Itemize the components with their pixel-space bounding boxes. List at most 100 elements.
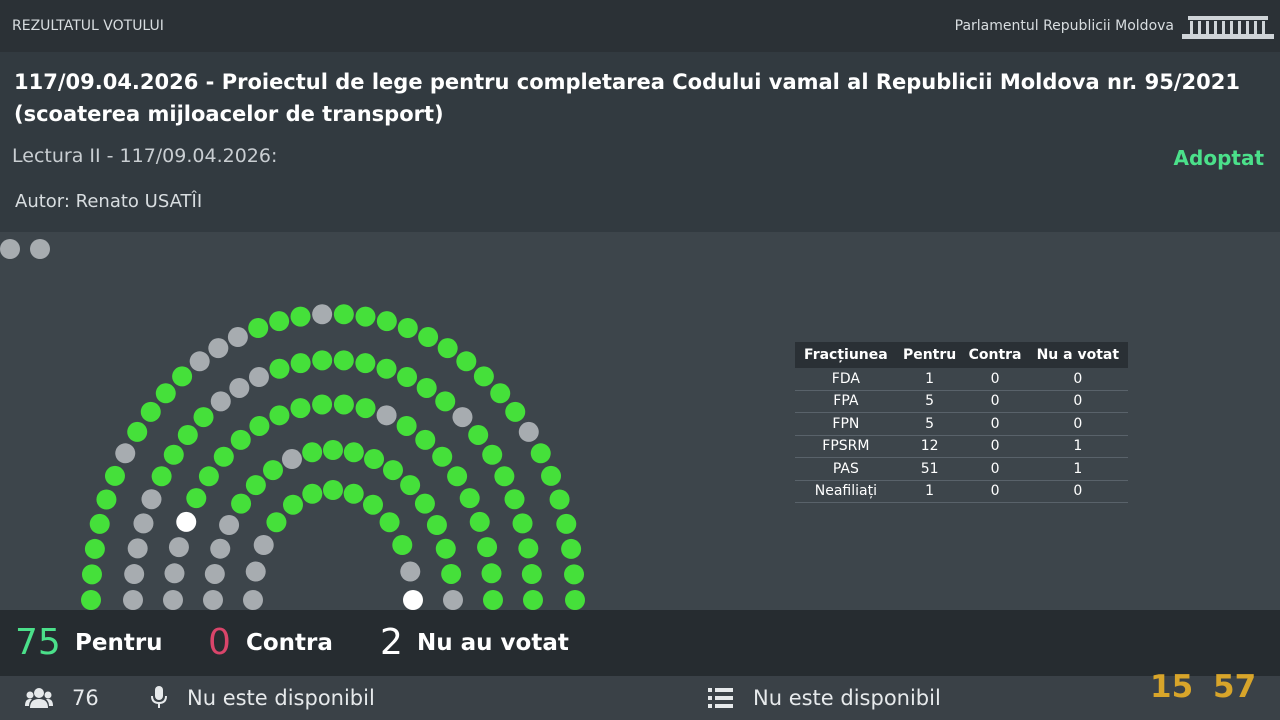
seat — [468, 424, 489, 445]
seat — [541, 465, 562, 486]
seat — [564, 564, 585, 585]
seat — [245, 561, 266, 582]
seat — [0, 239, 20, 259]
seat — [189, 351, 210, 372]
seat — [426, 515, 447, 535]
seat — [248, 367, 269, 388]
seat — [518, 538, 539, 559]
microphone-status: Nu este disponibil — [187, 686, 375, 710]
seat — [245, 475, 266, 496]
seat — [379, 512, 400, 533]
total-label: Contra — [246, 630, 333, 656]
table-cell: 12 — [896, 435, 963, 458]
parliament-logo — [1182, 16, 1274, 39]
table-cell: 0 — [1027, 412, 1128, 436]
author: Autor: Renato USATÎI — [15, 191, 203, 212]
seat — [210, 538, 231, 559]
seat — [213, 446, 234, 467]
seat — [456, 351, 477, 372]
seat — [151, 466, 172, 487]
seat — [230, 429, 251, 450]
seat — [323, 480, 343, 500]
seat — [376, 311, 397, 332]
seat — [376, 405, 397, 426]
seat — [483, 590, 503, 610]
seat — [248, 317, 269, 338]
seat — [512, 513, 533, 534]
table-cell: 0 — [962, 390, 1028, 413]
total-count: 2 — [380, 622, 403, 663]
seat — [355, 306, 376, 327]
seat — [210, 391, 231, 412]
table-row: Neafiliați 1 0 0 — [795, 480, 1128, 503]
table-header: Fracțiunea Pentru Contra Nu a votat — [795, 342, 1128, 368]
seat — [397, 367, 418, 388]
seat — [443, 590, 463, 610]
bill-panel — [0, 52, 1280, 232]
seat — [504, 489, 525, 510]
seat — [231, 493, 252, 514]
seat — [140, 401, 161, 422]
top-bar — [0, 0, 1280, 52]
seat — [473, 366, 494, 387]
seat — [302, 483, 323, 504]
table-cell: FPSRM — [795, 435, 897, 458]
seat — [400, 475, 421, 496]
table-cell: 0 — [962, 435, 1028, 458]
seat — [414, 493, 435, 514]
seat — [290, 398, 311, 419]
table-cell: 1 — [896, 368, 963, 391]
table-cell: FDA — [795, 368, 897, 391]
seat — [435, 538, 456, 559]
seat — [123, 590, 143, 610]
table-cell: 1 — [896, 480, 963, 503]
seat — [432, 446, 453, 467]
seat — [163, 590, 183, 610]
present-count: 76 — [72, 686, 99, 710]
table-row: PAS 51 0 1 — [795, 457, 1128, 481]
seat — [269, 358, 290, 379]
seat — [193, 407, 214, 428]
seat — [397, 317, 418, 338]
seat — [364, 449, 385, 470]
seat — [416, 377, 437, 398]
clock-hours: 15 — [1150, 669, 1194, 705]
seat — [494, 466, 515, 487]
seat — [127, 421, 148, 442]
seat — [355, 398, 376, 419]
seat — [355, 353, 376, 374]
reading: Lectura II - 117/09.04.2026: — [12, 145, 278, 167]
seat — [565, 590, 585, 610]
seat — [164, 563, 185, 584]
people-icon — [25, 688, 53, 708]
table-cell: FPA — [795, 390, 897, 413]
seat — [290, 353, 311, 374]
seat — [441, 563, 462, 584]
total-label: Pentru — [75, 630, 163, 656]
column-header: Contra — [962, 342, 1028, 368]
seat — [219, 515, 240, 535]
seat — [81, 564, 102, 585]
seat — [333, 394, 354, 415]
seat — [481, 563, 502, 584]
seat — [343, 483, 364, 504]
clock-minutes: 57 — [1213, 669, 1257, 705]
seat — [84, 538, 105, 559]
seat — [203, 590, 223, 610]
seat — [530, 443, 551, 464]
seat-map — [0, 239, 585, 610]
seat — [141, 489, 162, 510]
status: Adoptat — [1173, 146, 1264, 170]
seat — [561, 538, 582, 559]
seat — [172, 366, 193, 387]
seat — [89, 513, 110, 534]
table-cell: 0 — [962, 368, 1028, 391]
table-cell: Neafiliați — [795, 480, 897, 503]
seat — [204, 563, 225, 584]
column-header: Nu a votat — [1027, 342, 1128, 368]
seat — [343, 442, 364, 463]
table-cell: 1 — [1027, 457, 1128, 481]
seat — [376, 358, 397, 379]
seat — [229, 377, 250, 398]
table-cell: 0 — [1027, 390, 1128, 413]
